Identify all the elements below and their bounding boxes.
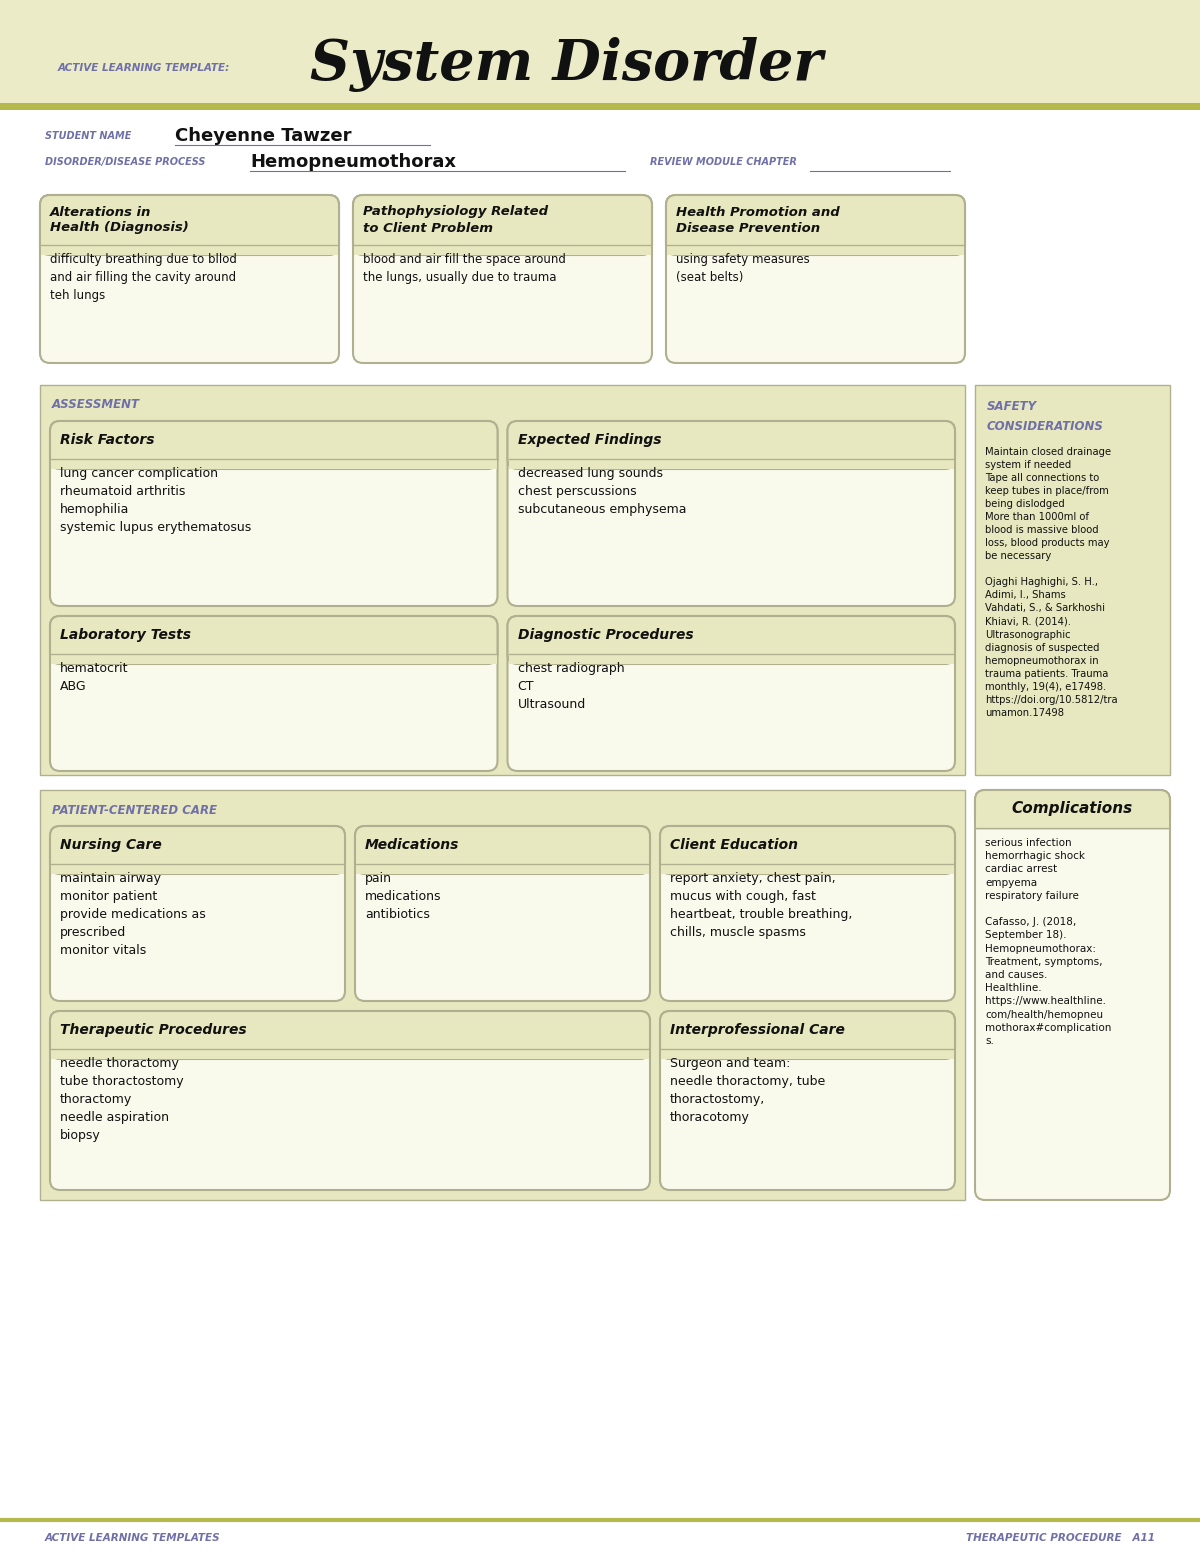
Bar xyxy=(40,385,965,775)
Bar xyxy=(50,654,497,665)
FancyBboxPatch shape xyxy=(40,196,340,255)
FancyBboxPatch shape xyxy=(974,790,1170,828)
Text: needle thoractomy
tube thoractostomy
thoractomy
needle aspiration
biopsy: needle thoractomy tube thoractostomy tho… xyxy=(60,1058,184,1141)
Text: decreased lung sounds
chest perscussions
subcutaneous emphysema: decreased lung sounds chest perscussions… xyxy=(517,467,686,516)
Text: lung cancer complication
rheumatoid arthritis
hemophilia
systemic lupus erythema: lung cancer complication rheumatoid arth… xyxy=(60,467,251,534)
Bar xyxy=(41,245,338,255)
Bar xyxy=(40,790,965,1200)
Text: Complications: Complications xyxy=(1012,801,1133,817)
Text: blood and air fill the space around
the lungs, usually due to trauma: blood and air fill the space around the … xyxy=(364,253,566,284)
FancyBboxPatch shape xyxy=(508,421,955,469)
Text: report anxiety, chest pain,
mucus with cough, fast
heartbeat, trouble breathing,: report anxiety, chest pain, mucus with c… xyxy=(670,871,852,940)
Bar xyxy=(509,460,954,469)
Text: THERAPEUTIC PROCEDURE   A11: THERAPEUTIC PROCEDURE A11 xyxy=(966,1533,1154,1544)
Text: ASSESSMENT: ASSESSMENT xyxy=(52,399,140,412)
FancyBboxPatch shape xyxy=(974,790,1170,1200)
Text: Alterations in
Health (Diagnosis): Alterations in Health (Diagnosis) xyxy=(50,205,188,235)
FancyBboxPatch shape xyxy=(50,421,498,606)
Text: Risk Factors: Risk Factors xyxy=(60,433,155,447)
Bar xyxy=(356,863,649,874)
Text: difficulty breathing due to bllod
and air filling the cavity around
teh lungs: difficulty breathing due to bllod and ai… xyxy=(50,253,236,301)
FancyBboxPatch shape xyxy=(508,617,955,770)
Text: Pathophysiology Related
to Client Problem: Pathophysiology Related to Client Proble… xyxy=(364,205,548,235)
Text: ACTIVE LEARNING TEMPLATES: ACTIVE LEARNING TEMPLATES xyxy=(46,1533,221,1544)
FancyBboxPatch shape xyxy=(50,421,498,469)
FancyBboxPatch shape xyxy=(50,1011,650,1190)
FancyBboxPatch shape xyxy=(666,196,965,255)
FancyBboxPatch shape xyxy=(353,196,652,255)
Text: Medications: Medications xyxy=(365,839,460,853)
FancyBboxPatch shape xyxy=(660,826,955,874)
Text: Surgeon and team:
needle thoractomy, tube
thoractostomy,
thoracotomy: Surgeon and team: needle thoractomy, tub… xyxy=(670,1058,826,1124)
FancyBboxPatch shape xyxy=(666,196,965,363)
Text: REVIEW MODULE CHAPTER: REVIEW MODULE CHAPTER xyxy=(650,157,797,168)
FancyBboxPatch shape xyxy=(353,196,652,363)
Text: Nursing Care: Nursing Care xyxy=(60,839,162,853)
Bar xyxy=(50,1048,649,1059)
Text: using safety measures
(seat belts): using safety measures (seat belts) xyxy=(676,253,810,284)
FancyBboxPatch shape xyxy=(50,826,346,874)
FancyBboxPatch shape xyxy=(50,617,498,665)
Text: SAFETY: SAFETY xyxy=(986,401,1037,413)
Text: Client Education: Client Education xyxy=(670,839,798,853)
Text: maintain airway
monitor patient
provide medications as
prescribed
monitor vitals: maintain airway monitor patient provide … xyxy=(60,871,205,957)
Text: hematocrit
ABG: hematocrit ABG xyxy=(60,662,128,693)
Text: Maintain closed drainage
system if needed
Tape all connections to
keep tubes in : Maintain closed drainage system if neede… xyxy=(985,447,1117,717)
Text: PATIENT-CENTERED CARE: PATIENT-CENTERED CARE xyxy=(52,803,217,817)
Bar xyxy=(661,1048,954,1059)
FancyBboxPatch shape xyxy=(660,1011,955,1190)
FancyBboxPatch shape xyxy=(355,826,650,1002)
Bar xyxy=(509,654,954,665)
Bar xyxy=(661,863,954,874)
Bar xyxy=(50,863,344,874)
Text: chest radiograph
CT
Ultrasound: chest radiograph CT Ultrasound xyxy=(517,662,624,711)
Text: Health Promotion and
Disease Prevention: Health Promotion and Disease Prevention xyxy=(676,205,840,235)
Bar xyxy=(0,102,1200,110)
Text: pain
medications
antibiotics: pain medications antibiotics xyxy=(365,871,442,921)
Text: serious infection
hemorrhagic shock
cardiac arrest
empyema
respiratory failure

: serious infection hemorrhagic shock card… xyxy=(985,839,1111,1047)
FancyBboxPatch shape xyxy=(50,617,498,770)
Bar xyxy=(0,0,1200,109)
FancyBboxPatch shape xyxy=(660,826,955,1002)
Text: Cheyenne Tawzer: Cheyenne Tawzer xyxy=(175,127,352,144)
Text: ACTIVE LEARNING TEMPLATE:: ACTIVE LEARNING TEMPLATE: xyxy=(58,64,230,73)
Text: Hemopneumothorax: Hemopneumothorax xyxy=(250,154,456,171)
Text: Diagnostic Procedures: Diagnostic Procedures xyxy=(517,627,694,641)
FancyBboxPatch shape xyxy=(508,421,955,606)
Bar xyxy=(667,245,964,255)
FancyBboxPatch shape xyxy=(508,617,955,665)
Text: STUDENT NAME: STUDENT NAME xyxy=(46,130,131,141)
Text: Interprofessional Care: Interprofessional Care xyxy=(670,1023,845,1037)
Text: Laboratory Tests: Laboratory Tests xyxy=(60,627,191,641)
Text: Expected Findings: Expected Findings xyxy=(517,433,661,447)
Text: CONSIDERATIONS: CONSIDERATIONS xyxy=(986,419,1104,433)
Bar xyxy=(974,385,1170,775)
FancyBboxPatch shape xyxy=(40,196,340,363)
Text: DISORDER/DISEASE PROCESS: DISORDER/DISEASE PROCESS xyxy=(46,157,205,168)
Bar xyxy=(976,818,1169,829)
Text: System Disorder: System Disorder xyxy=(310,37,823,93)
Text: Therapeutic Procedures: Therapeutic Procedures xyxy=(60,1023,247,1037)
FancyBboxPatch shape xyxy=(660,1011,955,1059)
FancyBboxPatch shape xyxy=(355,826,650,874)
Bar xyxy=(50,460,497,469)
Bar xyxy=(354,245,650,255)
FancyBboxPatch shape xyxy=(50,826,346,1002)
FancyBboxPatch shape xyxy=(50,1011,650,1059)
